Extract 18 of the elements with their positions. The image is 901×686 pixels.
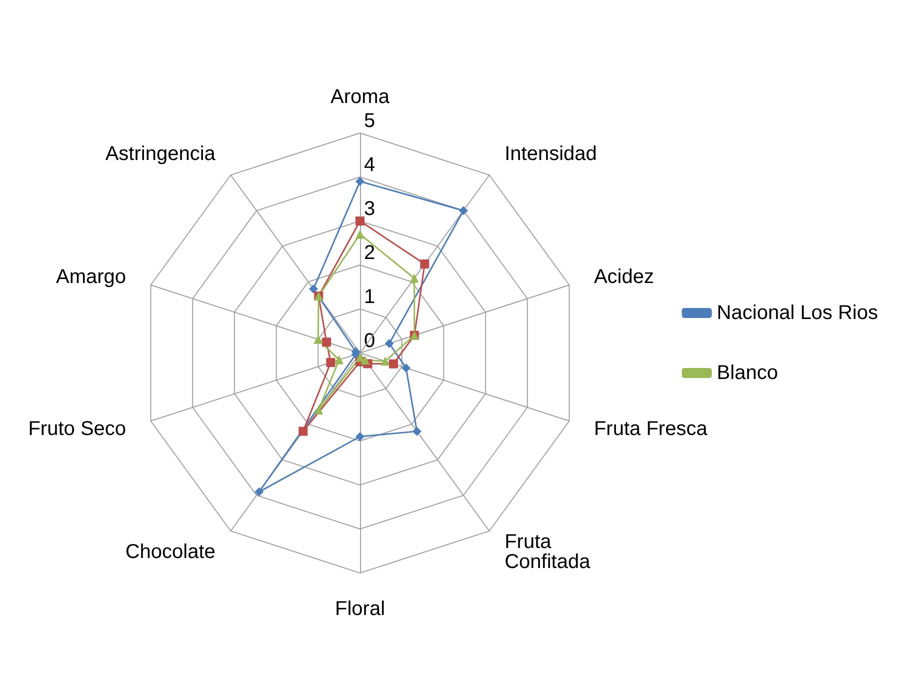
spoke-label: Fruta Fresca bbox=[594, 418, 708, 440]
spoke-label: Amargo bbox=[56, 266, 126, 288]
spoke-label: Floral bbox=[334, 598, 386, 620]
spoke-label: Acidez bbox=[594, 266, 654, 288]
spoke-label: Fruta Confitada bbox=[504, 531, 592, 574]
spoke-label: Fruto Seco bbox=[28, 418, 126, 440]
spoke-label: Aroma bbox=[330, 86, 390, 108]
y-tick-label: 2 bbox=[364, 242, 376, 264]
legend-label: Blanco bbox=[716, 362, 778, 384]
y-tick-label: 3 bbox=[364, 198, 376, 220]
spoke-label: Intensidad bbox=[504, 142, 597, 165]
y-tick-label: 5 bbox=[364, 110, 376, 132]
y-tick-label: 1 bbox=[364, 286, 376, 308]
legend-label: Nacional Los Rios bbox=[716, 302, 878, 324]
y-tick-label: 0 bbox=[364, 330, 376, 352]
spoke-label: Chocolate bbox=[125, 541, 216, 564]
y-tick-label: 4 bbox=[364, 154, 376, 176]
spoke-label: Astringencia bbox=[105, 142, 216, 165]
